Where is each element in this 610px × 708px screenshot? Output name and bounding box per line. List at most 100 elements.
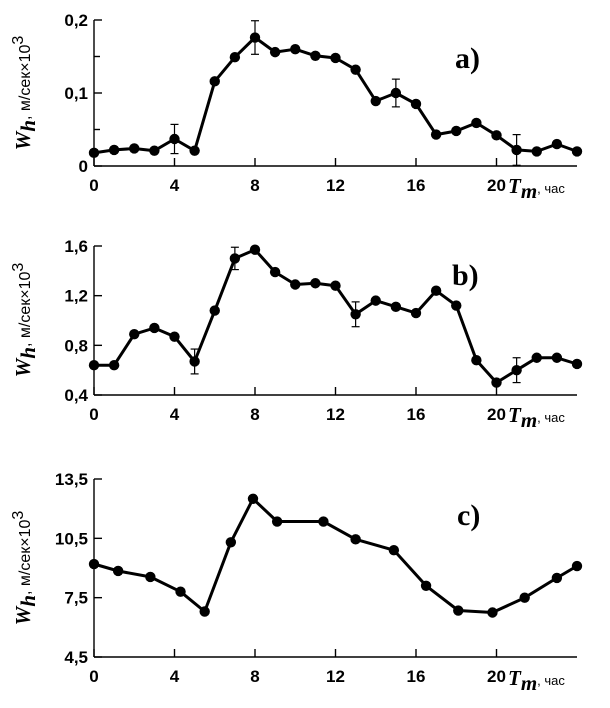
data-point: [390, 301, 402, 313]
chart-panel-3: 4,5 7,5 10,5 13,5 0 4 8 12 16 20 Tm, час Wh, м/сек×…: [10, 470, 583, 695]
data-point: [330, 52, 341, 64]
panel-label: a): [455, 42, 480, 75]
data-point: [551, 352, 563, 363]
y-tick-label: 0,2: [64, 11, 88, 30]
data-point: [175, 586, 186, 597]
x-tick-label: 0: [89, 176, 98, 195]
data-point: [189, 356, 200, 367]
y-tick-label: 1,6: [64, 237, 88, 256]
data-point: [350, 64, 361, 75]
x-tick-label: 12: [326, 405, 345, 424]
data-point: [189, 145, 200, 156]
data-point: [269, 266, 281, 278]
data-point: [229, 253, 241, 264]
data-point: [410, 98, 422, 110]
data-point: [290, 44, 301, 55]
data-point: [430, 285, 442, 296]
data-point: [209, 76, 220, 87]
data-point: [88, 558, 100, 570]
data-point: [249, 32, 261, 43]
data-point: [531, 146, 542, 157]
chart-panel-2: 0,4 0,8 1,2 1,6 0 4 8 12 16 20 Tm, час Wh, м/сек×10…: [10, 237, 583, 432]
chart-panel-1: 0 0,1 0,2 0 4 8 12 16 20 Tm, час Wh, м/сек×103 a): [10, 11, 583, 203]
data-point: [471, 117, 482, 129]
data-point: [310, 278, 321, 289]
y-tick-label: 1,2: [64, 287, 88, 306]
data-point: [108, 144, 120, 156]
data-point: [420, 580, 432, 591]
data-point: [145, 571, 156, 583]
data-point: [511, 364, 522, 376]
data-point: [491, 130, 502, 141]
data-point: [430, 129, 442, 140]
data-point: [169, 133, 180, 145]
x-axis-label: Tm, час: [508, 666, 565, 695]
data-point: [229, 52, 241, 63]
data-point: [225, 537, 237, 548]
y-axis-label: Wh, м/сек×103: [10, 36, 40, 151]
data-point: [88, 147, 100, 159]
x-tick-label: 12: [326, 176, 345, 195]
y-tick-label: 0,4: [64, 386, 88, 405]
x-tick-label: 8: [250, 667, 259, 686]
data-point: [269, 46, 281, 58]
data-point: [149, 145, 160, 156]
data-point: [310, 50, 321, 61]
x-tick-label: 4: [170, 667, 180, 686]
data-point: [487, 607, 498, 618]
data-point: [370, 295, 381, 306]
data-point: [330, 280, 341, 291]
data-point: [388, 545, 400, 556]
data-point: [410, 307, 422, 319]
data-point: [451, 300, 462, 311]
panel-label: c): [457, 499, 480, 532]
x-tick-label: 0: [89, 667, 98, 686]
x-tick-label: 8: [250, 405, 259, 424]
y-tick-label: 7,5: [64, 589, 88, 608]
data-point: [511, 144, 522, 156]
y-tick-label: 0: [79, 157, 88, 176]
data-point: [370, 95, 381, 107]
data-point: [390, 87, 402, 99]
data-point: [88, 360, 100, 371]
data-point: [571, 358, 583, 370]
x-tick-label: 20: [487, 405, 506, 424]
data-point: [247, 493, 259, 504]
data-point: [318, 516, 329, 527]
data-point: [471, 355, 482, 366]
data-point: [249, 244, 261, 255]
data-point: [350, 534, 361, 545]
y-axis-label: Wh, м/сек×103: [10, 511, 40, 626]
x-tick-label: 0: [89, 405, 98, 424]
y-tick-label: 4,5: [64, 648, 88, 667]
y-tick-label: 13,5: [55, 470, 88, 489]
data-point: [571, 560, 583, 572]
x-tick-label: 8: [250, 176, 259, 195]
data-point: [571, 146, 583, 157]
x-axis-label: Tm, час: [508, 403, 565, 432]
x-tick-label: 20: [487, 667, 506, 686]
data-point: [491, 377, 502, 388]
data-point: [453, 605, 464, 616]
x-axis-label: Tm, час: [508, 174, 565, 203]
data-point: [108, 360, 120, 371]
data-point: [271, 516, 283, 527]
data-point: [551, 138, 563, 150]
data-point: [519, 592, 530, 603]
x-tick-label: 4: [170, 176, 180, 195]
y-tick-label: 0,1: [64, 84, 88, 103]
y-tick-label: 0,8: [64, 336, 88, 355]
data-point: [169, 331, 180, 342]
data-point: [531, 352, 542, 363]
x-tick-label: 16: [407, 176, 426, 195]
data-point: [199, 606, 210, 617]
data-point: [551, 572, 563, 584]
series-line: [94, 248, 578, 385]
x-tick-label: 12: [326, 667, 345, 686]
y-tick-label: 10,5: [55, 529, 88, 548]
series-line: [93, 497, 578, 614]
data-point: [112, 565, 124, 577]
data-point: [290, 279, 301, 290]
panel-label: b): [452, 259, 479, 292]
